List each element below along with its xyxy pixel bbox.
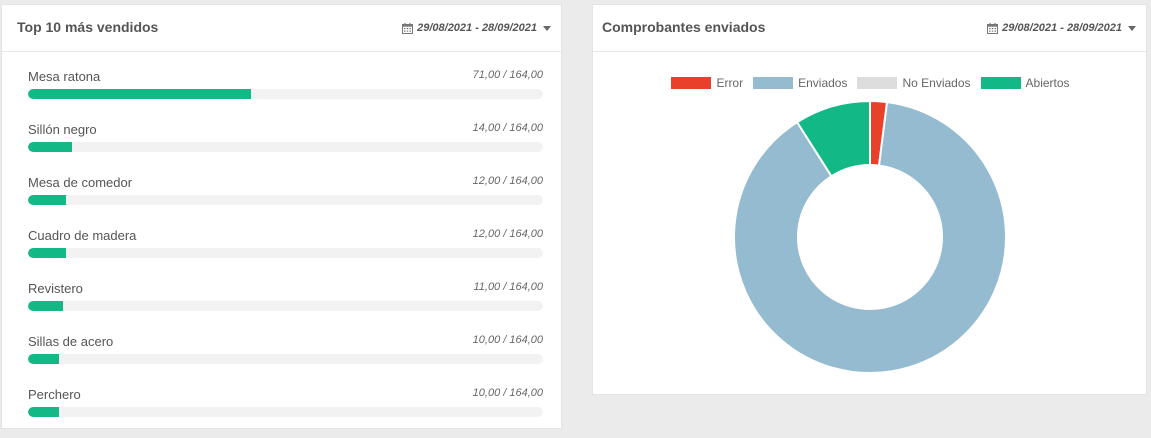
donut-slice-abiertos[interactable] [795, 99, 871, 178]
progress-track [28, 248, 543, 258]
product-row: Mesa ratona 71,00 / 164,00 [28, 67, 543, 120]
legend-label: No Enviados [902, 76, 971, 90]
product-value: 10,00 / 164,00 [472, 334, 543, 346]
progress-track [28, 407, 543, 417]
product-name: Sillas de acero [28, 334, 114, 349]
product-list: Mesa ratona 71,00 / 164,00 Sillón negro 14,… [28, 67, 543, 438]
progress-fill [28, 301, 63, 311]
progress-track [28, 89, 543, 99]
legend-swatch [980, 77, 1021, 89]
date-range-picker[interactable]: 29/08/2021 - 28/09/2021 [402, 22, 551, 34]
product-value: 12,00 / 164,00 [472, 228, 543, 240]
calendar-icon [402, 22, 414, 34]
product-name: Revistero [28, 281, 83, 296]
receipts-header: Comprobantes enviados 29/08/2021 - 28/09… [593, 5, 1146, 52]
date-range-label: 29/08/2021 - 28/09/2021 [1002, 22, 1122, 34]
caret-down-icon [1128, 25, 1136, 31]
product-value: 14,00 / 164,00 [472, 122, 543, 134]
legend-label: Error [716, 76, 744, 90]
product-row: Revistero 11,00 / 164,00 [28, 279, 543, 332]
date-range-label: 29/08/2021 - 28/09/2021 [417, 22, 537, 34]
progress-fill [28, 89, 251, 99]
product-name: Cuadro de madera [28, 228, 137, 243]
progress-fill [28, 248, 66, 258]
progress-fill [28, 354, 60, 364]
legend-swatch [857, 77, 898, 89]
legend-swatch [753, 77, 794, 89]
panel-title: Top 10 más vendidos [17, 19, 159, 35]
progress-track [28, 354, 543, 364]
product-value: 71,00 / 164,00 [472, 69, 543, 81]
product-value: 11,00 / 164,00 [473, 281, 543, 293]
panel-title: Comprobantes enviados [602, 19, 766, 35]
progress-track [28, 301, 543, 311]
legend-item[interactable]: No Enviados [857, 76, 971, 90]
product-row: Mesa de comedor 12,00 / 164,00 [28, 173, 543, 226]
chart-legend: Error Enviados No Enviados Abiertos [593, 76, 1148, 90]
legend-item[interactable]: Enviados [753, 76, 847, 90]
progress-track [28, 142, 543, 152]
legend-item[interactable]: Error [671, 76, 743, 90]
product-value: 12,00 / 164,00 [472, 175, 543, 187]
product-row: Sillas de acero 10,00 / 164,00 [28, 332, 543, 385]
donut-chart [733, 99, 1007, 374]
progress-fill [28, 142, 72, 152]
product-value: 10,00 / 164,00 [472, 387, 543, 399]
date-range-picker[interactable]: 29/08/2021 - 28/09/2021 [987, 22, 1136, 34]
legend-item[interactable]: Abiertos [980, 76, 1070, 90]
product-name: Perchero [28, 387, 81, 402]
receipts-panel: Comprobantes enviados 29/08/2021 - 28/09… [592, 4, 1147, 395]
progress-track [28, 195, 543, 205]
top-sellers-panel: Top 10 más vendidos 29/08/2021 - 28/09/2… [1, 4, 562, 429]
legend-label: Enviados [798, 76, 848, 90]
top-sellers-header: Top 10 más vendidos 29/08/2021 - 28/09/2… [2, 5, 561, 52]
progress-fill [28, 195, 66, 205]
donut-slice-enviados[interactable] [733, 100, 1007, 374]
progress-fill [28, 407, 60, 417]
product-row: Sillón negro 14,00 / 164,00 [28, 120, 543, 173]
legend-label: Abiertos [1025, 76, 1070, 90]
product-name: Mesa de comedor [28, 175, 133, 190]
product-name: Mesa ratona [28, 69, 101, 84]
product-row: Perchero 10,00 / 164,00 [28, 385, 543, 438]
legend-swatch [671, 77, 712, 89]
product-row: Cuadro de madera 12,00 / 164,00 [28, 226, 543, 279]
calendar-icon [987, 22, 999, 34]
product-name: Sillón negro [28, 122, 97, 137]
caret-down-icon [543, 25, 551, 31]
